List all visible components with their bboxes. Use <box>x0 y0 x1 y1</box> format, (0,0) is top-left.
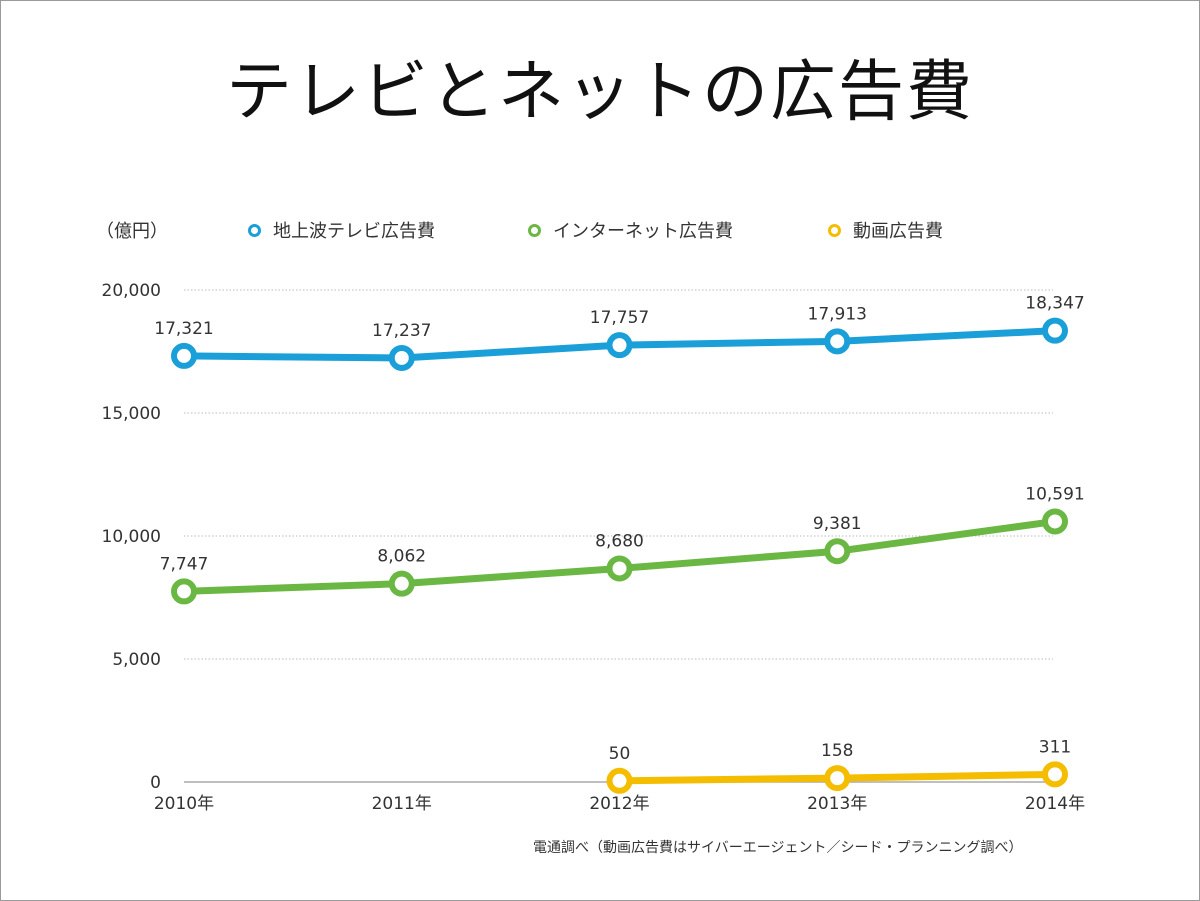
data-point <box>388 570 415 597</box>
legend-item-terrestrial-tv: 地上波テレビ広告費 <box>248 217 435 243</box>
data-label: 10,591 <box>1025 484 1084 504</box>
data-label: 18,347 <box>1025 294 1084 314</box>
data-label: 8,062 <box>377 547 426 567</box>
y-tick-label: 5,000 <box>112 650 161 670</box>
data-label: 50 <box>609 744 631 764</box>
legend-label: インターネット広告費 <box>553 221 733 242</box>
y-tick-label: 15,000 <box>102 404 161 424</box>
data-label: 9,381 <box>813 514 862 534</box>
legend-marker-icon <box>528 223 541 237</box>
data-point <box>1042 317 1068 344</box>
legend-marker-icon <box>828 223 841 237</box>
data-point <box>171 342 197 369</box>
data-point <box>171 578 197 605</box>
y-axis-unit-label: （億円） <box>96 221 168 242</box>
data-point <box>1042 508 1068 535</box>
data-point <box>824 328 851 355</box>
x-tick-label: 2010年 <box>154 794 214 814</box>
data-point <box>824 765 851 792</box>
data-label: 311 <box>1039 737 1071 757</box>
y-tick-label: 10,000 <box>102 527 161 547</box>
data-point <box>606 555 633 582</box>
data-label: 17,913 <box>808 304 867 324</box>
x-tick-label: 2013年 <box>807 794 867 814</box>
data-point <box>1042 761 1068 788</box>
y-tick-label: 20,000 <box>102 281 161 301</box>
data-point <box>606 767 633 794</box>
legend-item-video: 動画広告費 <box>828 217 943 243</box>
legend-label: 動画広告費 <box>853 221 943 242</box>
data-label: 7,747 <box>160 554 209 574</box>
legend-item-internet: インターネット広告費 <box>528 217 733 243</box>
data-point <box>824 538 851 565</box>
legend-marker-icon <box>248 223 261 237</box>
data-label: 17,757 <box>590 308 649 328</box>
data-label: 158 <box>821 741 853 761</box>
x-tick-label: 2014年 <box>1025 794 1085 814</box>
source-note: 電通調べ（動画広告費はサイバーエージェント／シード・プランニング調べ） <box>533 840 1023 856</box>
x-tick-label: 2012年 <box>589 794 649 814</box>
chart-title: テレビとネットの広告費 <box>226 53 974 130</box>
data-point <box>388 344 415 371</box>
data-label: 8,680 <box>595 531 644 551</box>
legend-label: 地上波テレビ広告費 <box>273 221 435 242</box>
data-label: 17,237 <box>372 321 431 341</box>
data-label: 17,321 <box>154 319 213 339</box>
x-tick-label: 2011年 <box>372 794 432 814</box>
y-tick-label: 0 <box>150 773 161 793</box>
data-point <box>606 332 633 359</box>
